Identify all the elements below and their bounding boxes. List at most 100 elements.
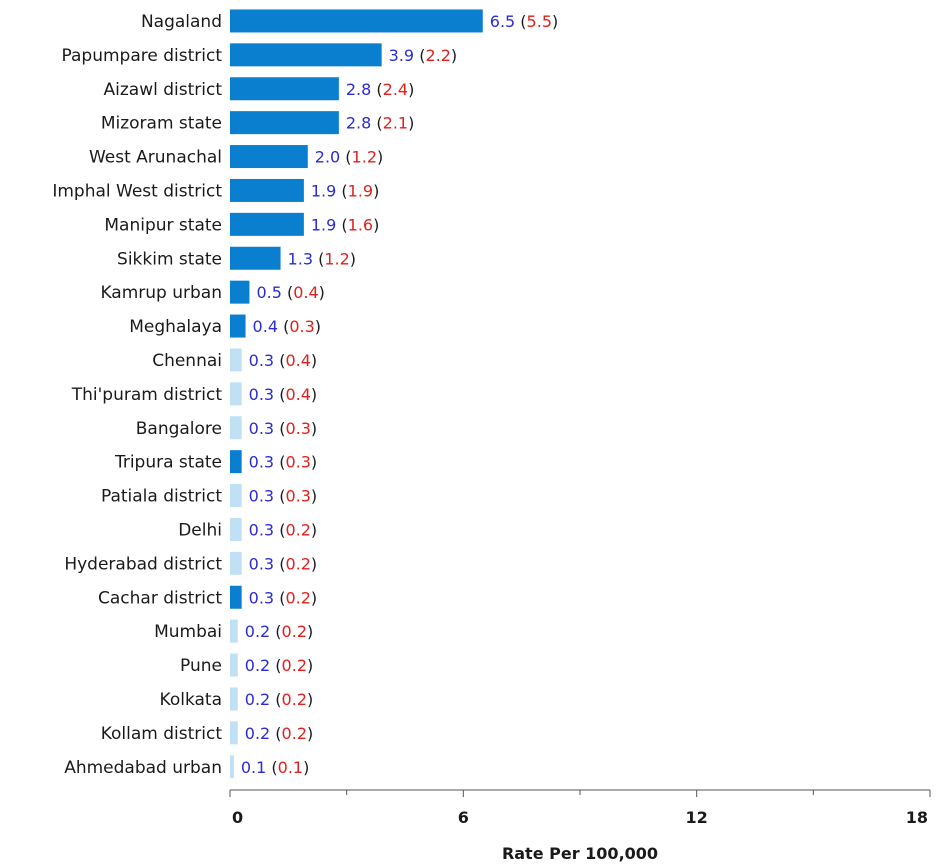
bar (230, 585, 242, 609)
value-paren-close: ) (311, 351, 317, 370)
value-paren-open: ( (274, 487, 285, 506)
value-paren-close: ) (307, 622, 313, 641)
category-label: Mizoram state (101, 114, 222, 134)
category-label: Pune (180, 656, 222, 676)
value-paren: 0.1 (278, 758, 303, 777)
value-paren-open: ( (371, 114, 382, 133)
bar (230, 687, 238, 711)
value-paren-close: ) (315, 317, 321, 336)
value-paren-open: ( (270, 690, 281, 709)
value-label: 0.4 (0.3) (253, 317, 321, 336)
value-paren-close: ) (350, 249, 356, 268)
value-main: 0.5 (256, 283, 281, 302)
category-label: Kollam district (101, 724, 223, 744)
value-label: 0.2 (0.2) (245, 690, 313, 709)
value-label: 3.9 (2.2) (389, 46, 457, 65)
value-paren: 1.2 (324, 249, 349, 268)
value-paren: 0.2 (282, 724, 307, 743)
value-label: 1.9 (1.9) (311, 181, 379, 200)
value-main: 1.9 (311, 181, 336, 200)
value-paren-open: ( (266, 758, 277, 777)
value-paren-close: ) (552, 12, 558, 31)
value-main: 6.5 (490, 12, 515, 31)
category-label: Aizawl district (104, 80, 223, 100)
category-label: Ahmedabad urban (64, 758, 222, 778)
value-main: 2.8 (346, 80, 371, 99)
bar (230, 314, 246, 338)
value-label: 0.3 (0.4) (249, 385, 317, 404)
value-main: 0.3 (249, 520, 274, 539)
category-label: Chennai (152, 351, 222, 371)
value-label: 0.3 (0.3) (249, 487, 317, 506)
value-main: 0.2 (245, 724, 270, 743)
value-label: 0.5 (0.4) (256, 283, 324, 302)
category-label: Thi'puram district (71, 385, 223, 405)
value-paren-open: ( (270, 656, 281, 675)
value-paren-open: ( (414, 46, 425, 65)
value-paren-open: ( (274, 453, 285, 472)
value-paren: 0.4 (293, 283, 318, 302)
value-label: 0.2 (0.2) (245, 656, 313, 675)
value-paren-open: ( (336, 181, 347, 200)
value-paren-close: ) (303, 758, 309, 777)
value-paren-close: ) (377, 148, 383, 167)
value-main: 3.9 (389, 46, 414, 65)
category-label: Tripura state (114, 453, 222, 473)
value-paren-close: ) (307, 656, 313, 675)
value-paren: 0.2 (285, 554, 310, 573)
value-label: 0.3 (0.2) (249, 520, 317, 539)
value-label: 0.3 (0.2) (249, 554, 317, 573)
value-paren: 0.2 (282, 656, 307, 675)
category-label: West Arunachal (89, 148, 222, 168)
category-label: Hyderabad district (64, 554, 222, 574)
bar (230, 348, 242, 372)
value-paren-close: ) (311, 588, 317, 607)
category-label: Sikkim state (117, 249, 222, 269)
category-label: Patiala district (101, 487, 222, 507)
value-paren-close: ) (408, 80, 414, 99)
value-paren-close: ) (311, 453, 317, 472)
value-paren-close: ) (307, 690, 313, 709)
value-paren: 0.2 (285, 520, 310, 539)
bar (230, 212, 304, 236)
x-axis-title: Rate Per 100,000 (502, 844, 658, 863)
bar (230, 450, 242, 474)
value-paren-close: ) (373, 215, 379, 234)
value-paren: 1.9 (348, 181, 373, 200)
value-paren: 0.3 (285, 453, 310, 472)
bar (230, 653, 238, 677)
category-label: Delhi (178, 520, 222, 540)
value-label: 2.8 (2.1) (346, 114, 414, 133)
value-paren-close: ) (311, 419, 317, 438)
bar (230, 517, 242, 541)
value-label: 0.2 (0.2) (245, 724, 313, 743)
category-label: Papumpare district (62, 46, 223, 66)
bar (230, 9, 483, 33)
value-paren-open: ( (274, 385, 285, 404)
value-paren-open: ( (336, 215, 347, 234)
bar (230, 145, 308, 169)
value-paren-close: ) (311, 487, 317, 506)
value-label: 0.3 (0.2) (249, 588, 317, 607)
category-label: Nagaland (141, 12, 222, 32)
value-paren-close: ) (311, 554, 317, 573)
value-main: 2.8 (346, 114, 371, 133)
value-paren-close: ) (373, 181, 379, 200)
value-paren-open: ( (270, 622, 281, 641)
value-label: 0.3 (0.4) (249, 351, 317, 370)
value-label: 0.2 (0.2) (245, 622, 313, 641)
x-tick-label: 18 (906, 808, 928, 827)
value-main: 0.3 (249, 554, 274, 573)
bars-group (230, 9, 483, 779)
bar (230, 111, 339, 135)
value-main: 0.3 (249, 419, 274, 438)
value-paren: 0.2 (285, 588, 310, 607)
value-label: 1.3 (1.2) (288, 249, 356, 268)
value-label: 1.9 (1.6) (311, 215, 379, 234)
value-paren: 2.2 (425, 46, 450, 65)
value-paren: 2.1 (383, 114, 408, 133)
category-label: Kamrup urban (100, 283, 222, 303)
value-paren-open: ( (274, 554, 285, 573)
bar (230, 416, 242, 440)
value-paren-open: ( (278, 317, 289, 336)
